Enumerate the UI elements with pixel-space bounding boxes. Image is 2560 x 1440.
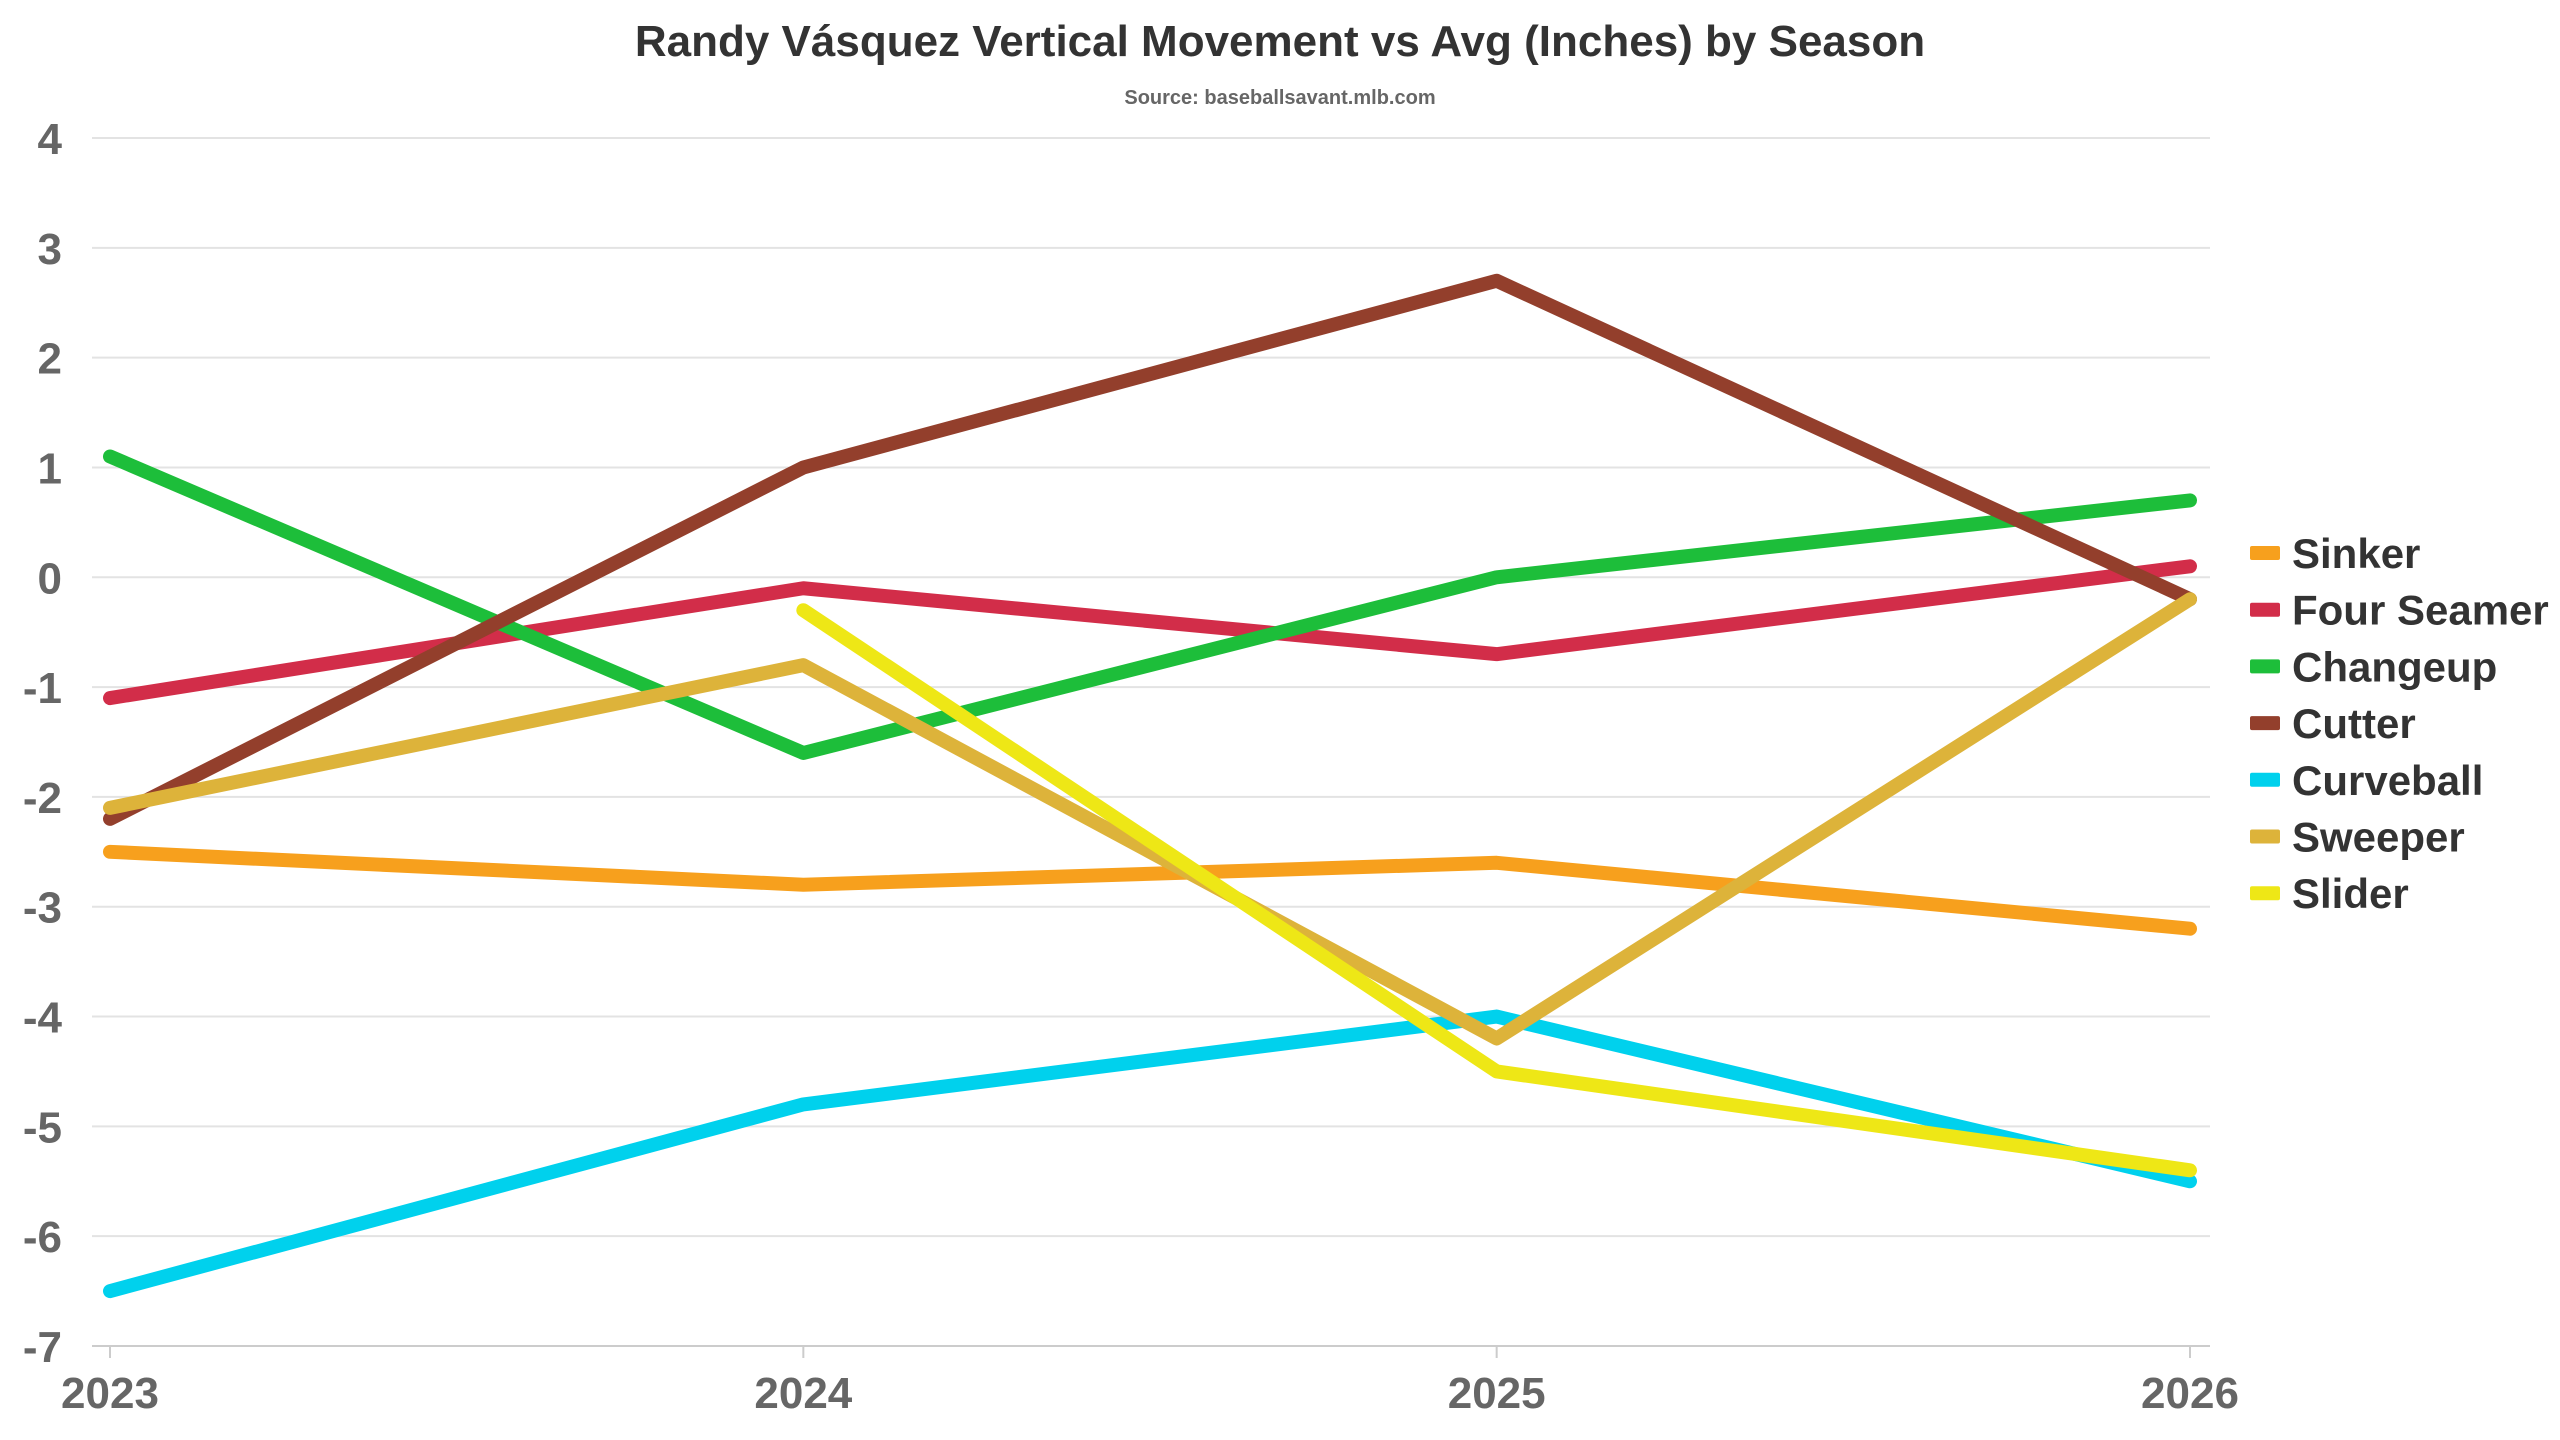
y-tick-label: 2: [38, 335, 62, 384]
y-tick-label: -4: [23, 994, 63, 1043]
legend-swatch: [2250, 829, 2280, 844]
y-tick-label: 1: [38, 444, 62, 493]
legend-label: Curveball: [2292, 757, 2483, 804]
chart-subtitle: Source: baseballsavant.mlb.com: [1124, 87, 1435, 109]
y-tick-label: 0: [38, 554, 62, 603]
legend-item-curveball[interactable]: Curveball: [2250, 757, 2483, 804]
x-axis: 2023 2024 2025 2026: [61, 1345, 2239, 1418]
chart-title: Randy Vásquez Vertical Movement vs Avg (…: [635, 17, 1925, 66]
legend-item-sinker[interactable]: Sinker: [2250, 530, 2420, 577]
series-lines: [103, 273, 2197, 1299]
legend-swatch: [2250, 546, 2280, 560]
legend-item-changeup[interactable]: Changeup: [2250, 643, 2497, 690]
legend-swatch: [2250, 716, 2280, 731]
y-tick-label: 3: [38, 225, 62, 274]
legend-label: Sweeper: [2292, 814, 2465, 861]
legend-label: Sinker: [2292, 530, 2420, 577]
x-tick-label: 2024: [754, 1369, 852, 1418]
legend-item-sweeper[interactable]: Sweeper: [2250, 814, 2465, 861]
y-tick-label: -5: [23, 1103, 62, 1152]
series-line-slider: [796, 603, 2197, 1178]
y-tick-label: 4: [38, 115, 63, 164]
legend-item-four-seamer[interactable]: Four Seamer: [2250, 587, 2549, 634]
legend: Sinker Four Seamer Changeup Cutter Curveball…: [2250, 530, 2549, 917]
legend-label: Cutter: [2292, 700, 2416, 747]
y-tick-label: -3: [23, 884, 62, 933]
legend-swatch: [2250, 772, 2280, 787]
series-line-sweeper: [103, 592, 2197, 1046]
legend-item-slider[interactable]: Slider: [2250, 870, 2409, 917]
legend-swatch: [2250, 659, 2280, 674]
y-tick-label: -6: [23, 1213, 62, 1262]
y-tick-label: -7: [23, 1323, 62, 1372]
series-line-sinker: [103, 844, 2197, 936]
y-tick-label: -2: [23, 774, 62, 823]
legend-label: Slider: [2292, 870, 2409, 917]
series-line-changeup: [103, 449, 2197, 760]
series-line-cutter: [103, 273, 2197, 826]
x-tick-label: 2023: [61, 1369, 159, 1418]
y-axis: 4 3 2 1 0 -1 -2 -3 -4 -5 -6 -7: [23, 115, 63, 1372]
y-tick-label: -1: [23, 664, 62, 713]
legend-swatch: [2250, 886, 2280, 901]
x-tick-label: 2026: [2141, 1369, 2239, 1418]
x-tick-label: 2025: [1448, 1369, 1546, 1418]
legend-item-cutter[interactable]: Cutter: [2250, 700, 2416, 747]
legend-swatch: [2250, 602, 2280, 617]
gridlines: [92, 137, 2210, 1238]
legend-label: Changeup: [2292, 643, 2497, 690]
series-line-curveball: [103, 1009, 2197, 1299]
legend-label: Four Seamer: [2292, 587, 2549, 634]
